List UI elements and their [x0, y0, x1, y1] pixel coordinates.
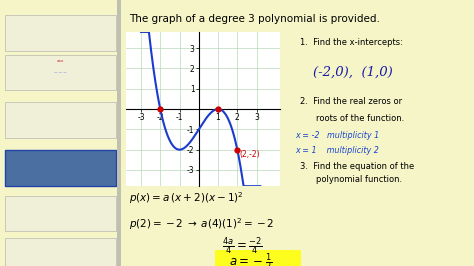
Bar — [5, 15, 116, 51]
Text: (-2,0),  (1,0): (-2,0), (1,0) — [313, 66, 392, 79]
Text: $p(2) = -2 \;\rightarrow\; a(4)(1)^2 = -2$: $p(2) = -2 \;\rightarrow\; a(4)(1)^2 = -… — [129, 217, 274, 232]
Text: 2.  Find the real zeros or: 2. Find the real zeros or — [301, 97, 402, 106]
Text: The graph of a degree 3 polynomial is provided.: The graph of a degree 3 polynomial is pr… — [129, 14, 380, 24]
Bar — [117, 0, 121, 266]
Bar — [5, 150, 116, 186]
Bar — [5, 150, 116, 186]
Bar — [5, 102, 116, 138]
Bar — [5, 238, 116, 266]
Text: $a = -\frac{1}{2}$: $a = -\frac{1}{2}$ — [228, 252, 272, 266]
Text: (2,-2): (2,-2) — [239, 150, 260, 159]
Text: $\frac{4a}{4} = \frac{-2}{4}$: $\frac{4a}{4} = \frac{-2}{4}$ — [222, 236, 262, 257]
Text: 3.  Find the equation of the: 3. Find the equation of the — [301, 161, 415, 171]
Text: polynomial function.: polynomial function. — [316, 175, 402, 184]
Text: roots of the function.: roots of the function. — [316, 114, 405, 123]
Text: x = 1    multiplicity 2: x = 1 multiplicity 2 — [295, 146, 379, 155]
Text: 1.  Find the x-intercepts:: 1. Find the x-intercepts: — [301, 38, 403, 47]
Bar — [5, 55, 116, 90]
Bar — [5, 196, 116, 231]
Text: $p(x) = a\,(x+2)(x-1)^2$: $p(x) = a\,(x+2)(x-1)^2$ — [129, 190, 244, 206]
Bar — [215, 250, 301, 266]
Text: xxx: xxx — [57, 59, 64, 63]
Text: x = -2   multiplicity 1: x = -2 multiplicity 1 — [295, 131, 379, 140]
Text: — — —: — — — — [54, 70, 67, 74]
